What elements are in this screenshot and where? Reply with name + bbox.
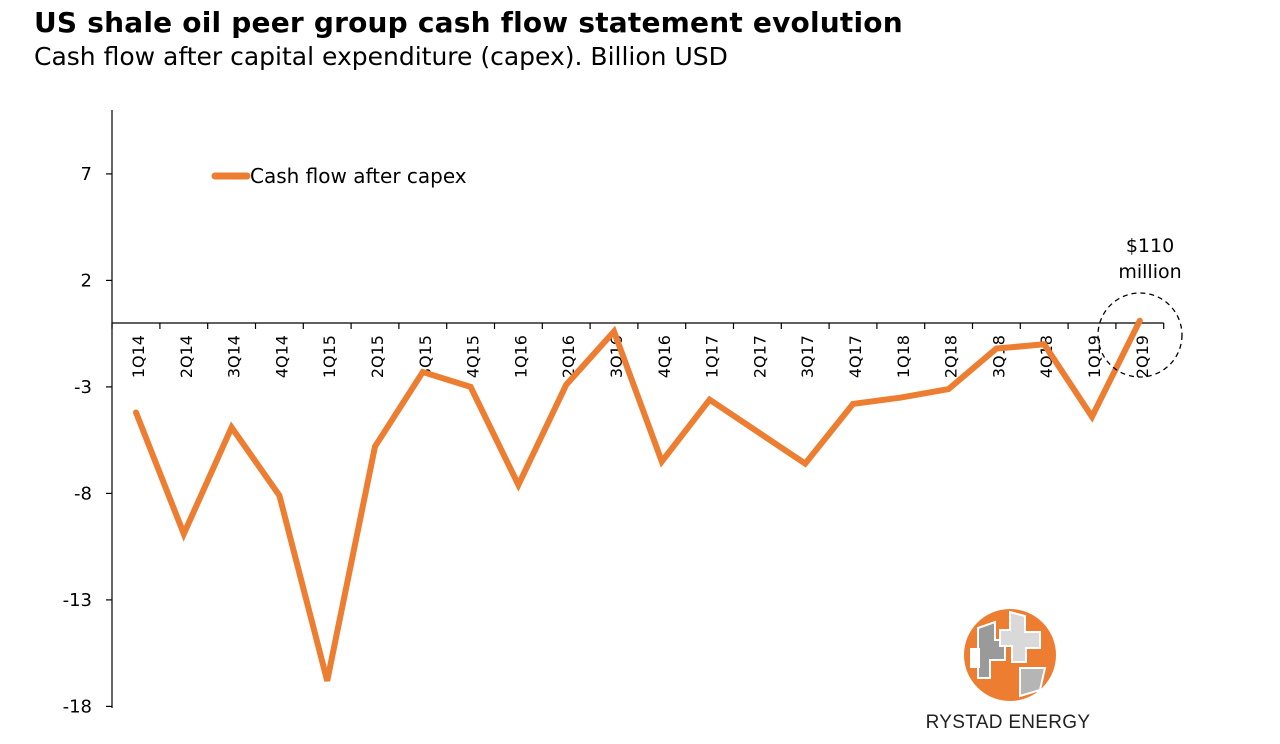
y-axis-ticks: 7 2 -3 -8 -13 -18 <box>63 164 112 717</box>
x-tick-label: 2Q14 <box>177 335 196 378</box>
chart-title: US shale oil peer group cash flow statem… <box>34 6 903 39</box>
x-tick-label: 2Q15 <box>368 335 387 378</box>
x-tick-label: 1Q16 <box>511 335 530 378</box>
x-tick-label: 2Q19 <box>1133 335 1152 378</box>
y-tick-label: 7 <box>81 164 92 185</box>
legend-label: Cash flow after capex <box>250 164 467 188</box>
x-axis-ticks: 1Q14 2Q14 3Q14 4Q14 1Q15 2Q15 3Q15 4Q15 1Q16 2Q16… <box>111 323 1165 378</box>
x-tick-label: 1Q17 <box>703 335 722 378</box>
series-line <box>133 317 1143 682</box>
y-tick-label: -8 <box>74 483 92 504</box>
series-group <box>133 317 1143 682</box>
y-tick-label: -13 <box>63 590 92 611</box>
x-tick-label: 3Q15 <box>416 335 435 378</box>
x-tick-label: 2Q16 <box>559 335 578 378</box>
annotation: $110 million <box>1097 235 1183 378</box>
rystad-logo: RYSTAD ENERGY <box>926 609 1091 733</box>
x-tick-label: 2Q18 <box>942 335 961 378</box>
x-tick-label: 1Q14 <box>129 335 148 378</box>
x-tick-label: 4Q15 <box>464 335 483 378</box>
x-tick-label: 4Q16 <box>655 335 674 378</box>
chart-subtitle: Cash flow after capital expenditure (cap… <box>34 42 728 71</box>
x-tick-label: 3Q17 <box>798 335 817 378</box>
y-tick-label: -3 <box>74 377 92 398</box>
x-tick-label: 1Q15 <box>320 335 339 378</box>
x-tick-label: 2Q17 <box>750 335 769 378</box>
x-tick-label: 4Q14 <box>272 335 291 378</box>
x-tick-label: 4Q17 <box>846 335 865 378</box>
x-tick-label: 1Q18 <box>894 335 913 378</box>
legend: Cash flow after capex <box>211 164 467 188</box>
y-tick-label: 2 <box>81 270 92 291</box>
x-tick-label: 3Q18 <box>989 335 1008 378</box>
annotation-line-2: million <box>1118 261 1181 283</box>
annotation-dashed-circle <box>1097 292 1183 378</box>
logo-text: RYSTAD ENERGY <box>926 712 1091 733</box>
x-tick-label: 1Q19 <box>1085 335 1104 378</box>
annotation-line-1: $110 <box>1126 235 1174 257</box>
globe-logo-icon <box>964 609 1056 701</box>
x-tick-label: 3Q14 <box>225 335 244 378</box>
y-tick-label: -18 <box>63 696 92 717</box>
